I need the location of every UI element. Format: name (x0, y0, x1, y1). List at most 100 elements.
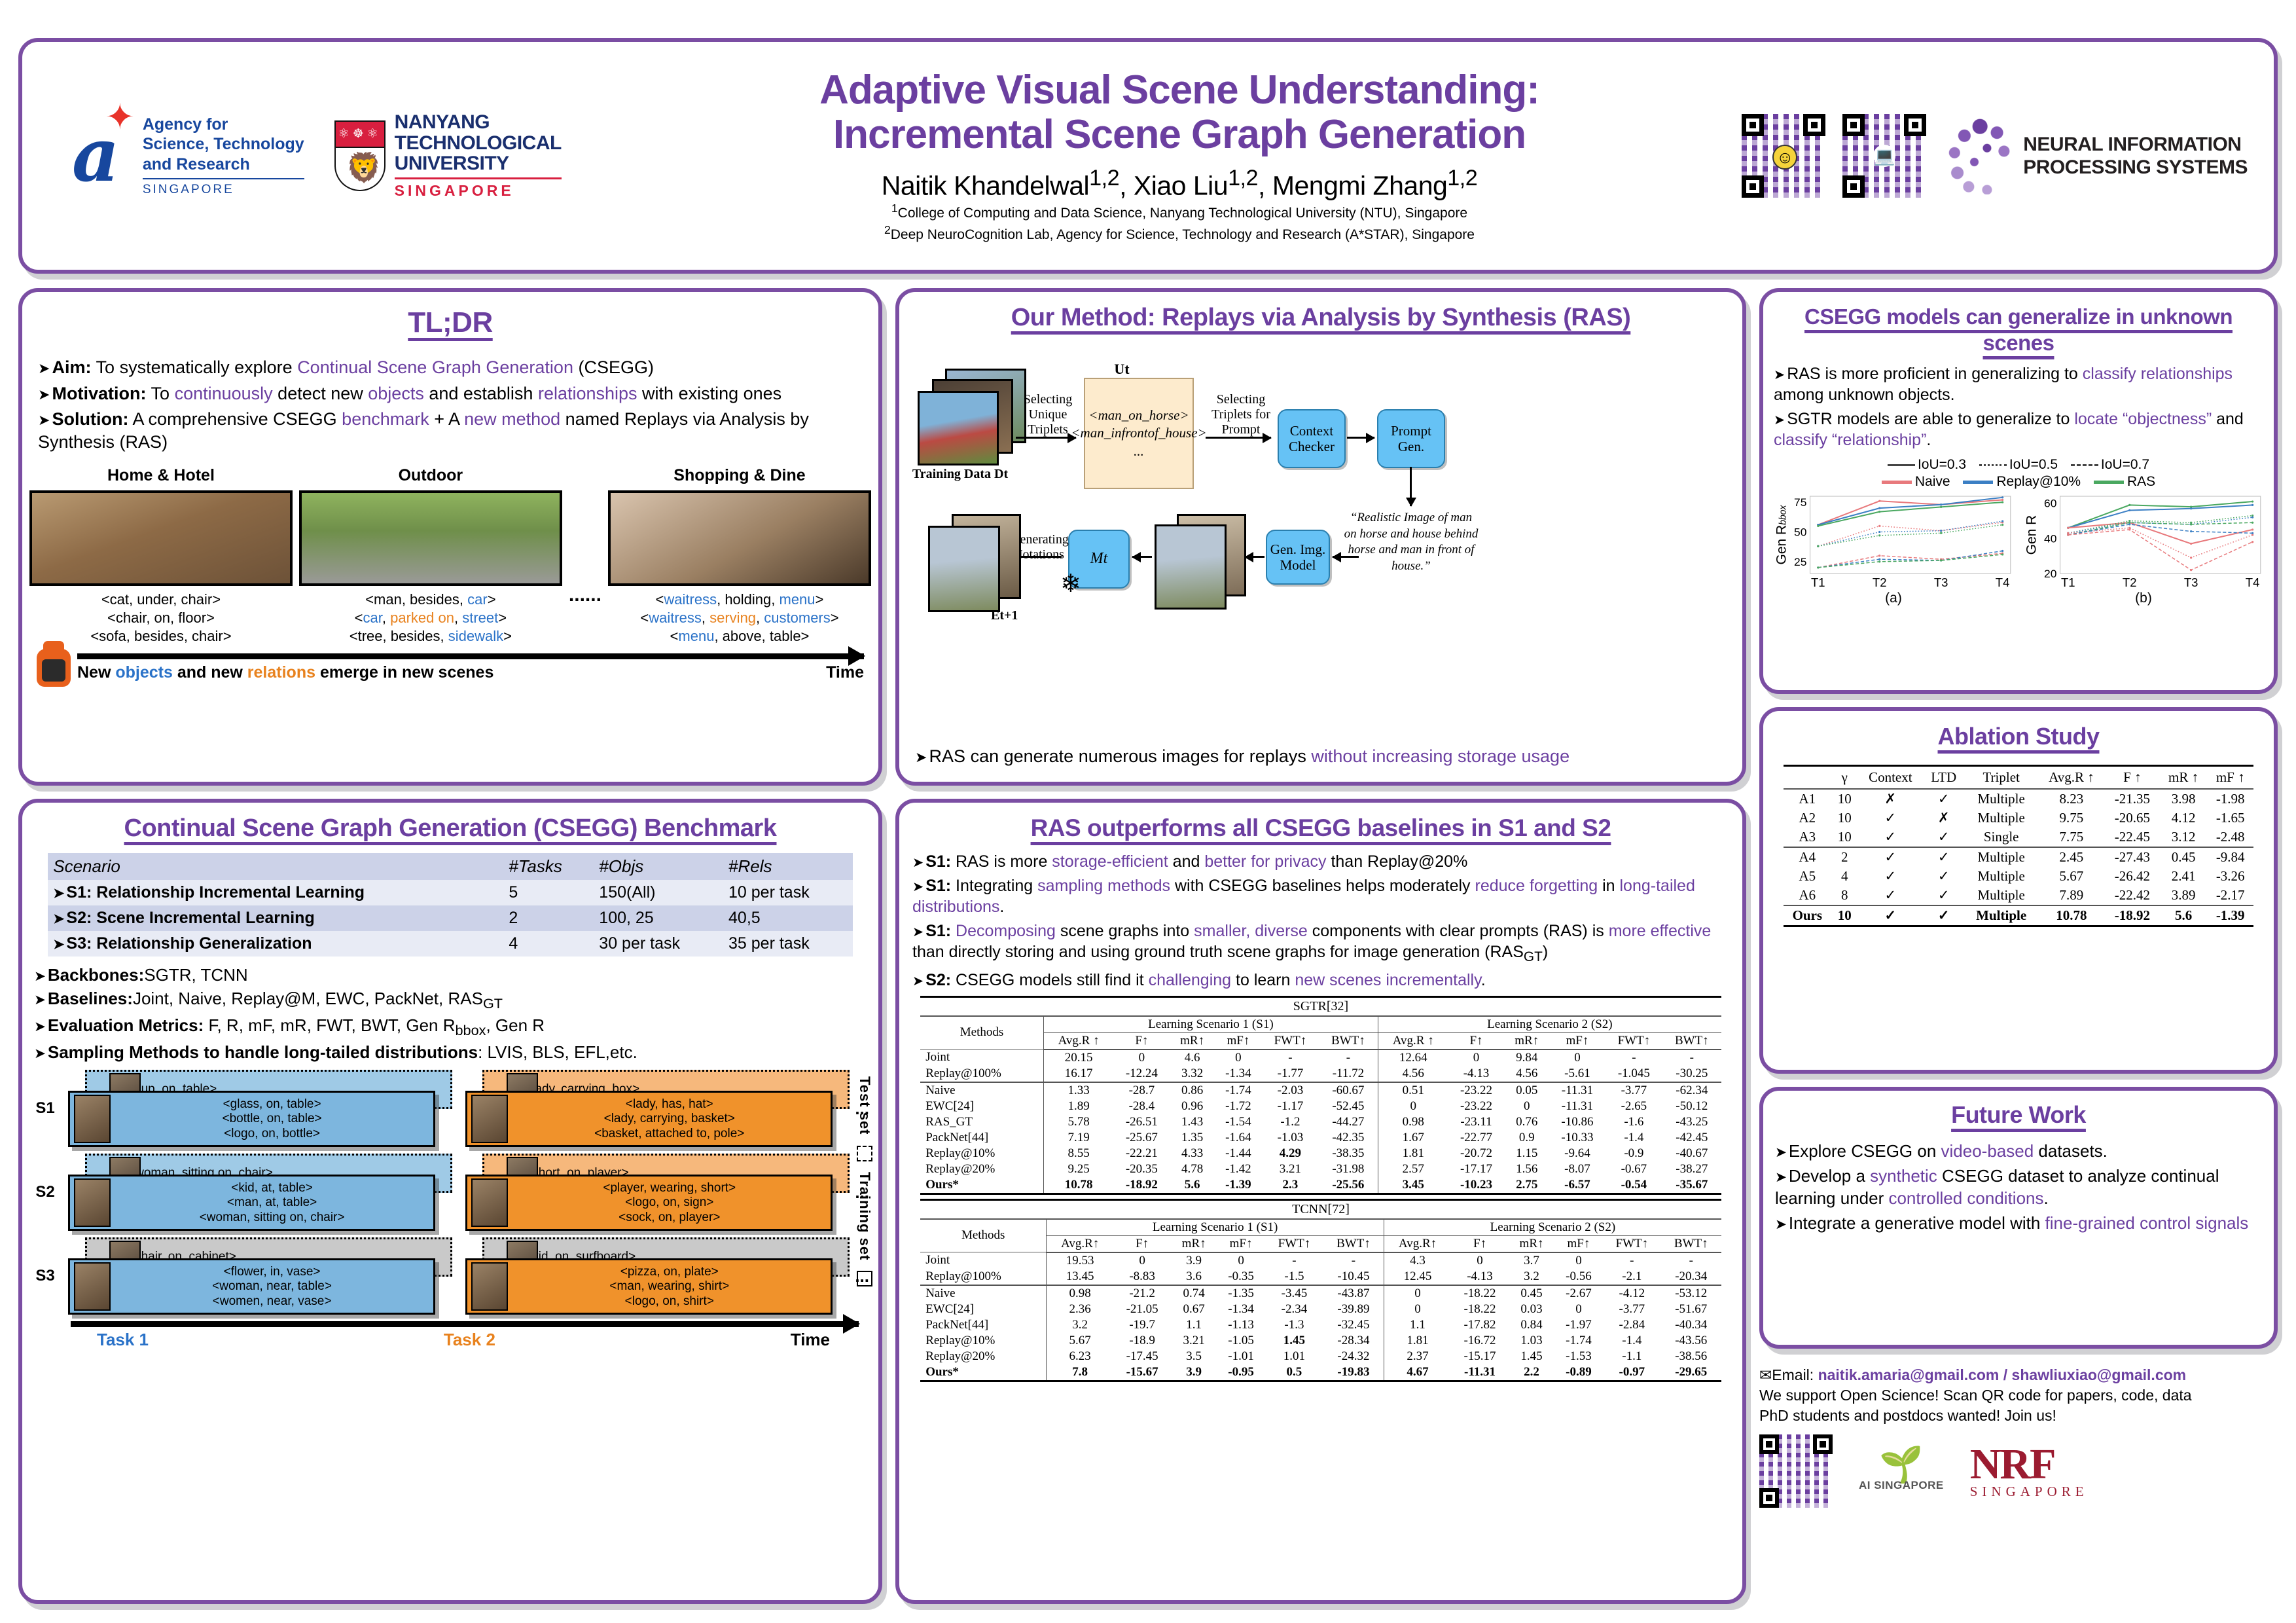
author-list: Naitik Khandelwal1,2, Xiao Liu1,2, Mengm… (881, 165, 1478, 201)
unique-triplets-box: <man_on_horse> <man_infrontof_house> ... (1071, 378, 1207, 489)
ntu-line3: UNIVERSITY (394, 153, 510, 175)
scene-0-triplet-0: <cat, under, chair> (101, 591, 221, 608)
s1-t1-l2: <logo, on, bottle> (224, 1126, 320, 1140)
generated-image-1 (1155, 524, 1227, 610)
ntu-line1: NANYANG (394, 111, 490, 133)
tldr-mot-t3: and establish (423, 383, 538, 403)
aisg-label: AI SINGAPORE (1859, 1479, 1944, 1492)
result-bullet-3: S2: CSEGG models still find it challengi… (912, 970, 1729, 991)
triplet-2: <man_infrontof_house> (1071, 425, 1207, 441)
fb1-h2: controlled conditions (1888, 1188, 2044, 1208)
nrf-sub-label: SINGAPORE (1969, 1483, 2089, 1499)
model-m-box: Mt (1068, 530, 1130, 589)
tldr-aim-t1: To systematically explore (91, 357, 298, 377)
snowflake-icon: ❄ (1060, 570, 1081, 598)
future-panel: Future Work Explore CSEGG on video-based… (1759, 1087, 2278, 1349)
tldr-aim-label: Aim: (52, 357, 92, 377)
scene-1-triplet-1: <car, parked on, street> (354, 609, 507, 626)
timeline-objects: objects (115, 663, 173, 682)
rb1-t3: in (1598, 877, 1620, 895)
ablation-panel: Ablation Study γ Context LTD Triplet Avg.R ↑… (1759, 707, 2278, 1074)
gb1-h2: classify “relationship” (1774, 431, 1927, 450)
fb1-t3: . (2043, 1188, 2049, 1208)
qr-code-github[interactable]: 💻 (1842, 114, 1927, 198)
tldr-aim-t2: (CSEGG) (573, 357, 654, 377)
training-image-1 (918, 391, 999, 465)
tldr-sol-label: Solution: (52, 409, 129, 429)
scene-0-triplet-2: <sofa, besides, chair> (90, 627, 232, 644)
benchmark-table: Scenario #Tasks #Objs #Rels S1: Relation… (48, 853, 853, 957)
scenario-label-s1: S1 (35, 1099, 55, 1118)
gb0-t1: RAS is more proficient in generalizing t… (1787, 365, 2083, 384)
bench-r0-rels: 10 per task (728, 883, 810, 902)
svg-text:T2: T2 (2123, 575, 2137, 589)
legend-naive: Naive (1914, 474, 1950, 490)
s2-t2-l1: <logo, on, sign> (625, 1195, 714, 1210)
aisg-tree-icon: 🌱 (1879, 1444, 1924, 1484)
bench-metrics-value: F, R, mF, mR, FWT, BWT, Gen Rbbox, Gen R (204, 1015, 545, 1039)
scene-0-triplet-1: <chair, on, floor> (107, 609, 215, 626)
scene-1-image (299, 490, 562, 587)
timeline-caption: New objects and new relations emerge in … (77, 663, 494, 682)
svg-text:T4: T4 (2246, 575, 2260, 589)
svg-text:75: 75 (1794, 496, 1806, 509)
s2-task2-card: <player, wearing, short> <logo, on, sign>… (465, 1175, 833, 1231)
chart-legend-iou: IoU=0.3 IoU=0.5 IoU=0.7 (1763, 457, 2274, 473)
neurips-logo: NEURAL INFORMATION PROCESSING SYSTEMS (1943, 117, 2248, 194)
footer-line-3: PhD students and postdocs wanted! Join u… (1759, 1406, 2056, 1424)
tldr-motivation: Motivation: To continuously detect new o… (38, 382, 863, 405)
fb2-t1: Integrate a generative model with (1788, 1213, 2045, 1233)
qr-code-paper[interactable]: ☺ (1742, 114, 1826, 198)
triplet-1: <man_on_horse> (1088, 407, 1189, 424)
ablation-title: Ablation Study (1937, 723, 2100, 750)
rb1-t2: with CSEGG baselines helps moderately (1170, 877, 1475, 895)
robot-icon (37, 641, 71, 687)
bench-backbones: Backbones:SGTR, TCNN (34, 964, 867, 986)
chart-a-caption: (a) (1885, 591, 1902, 606)
future-title: Future Work (1951, 1101, 2086, 1128)
svg-text:Gen R: Gen R (2023, 515, 2039, 555)
e-label: Et+1 (991, 608, 1018, 623)
method-flow-diagram: Training Data Dt Selecting Unique Triple… (899, 338, 1742, 731)
svg-text:T3: T3 (1934, 575, 1948, 589)
select-prompt-label: Selecting Triplets for Prompt (1211, 392, 1270, 437)
qr-code-footer[interactable] (1759, 1434, 1833, 1508)
s2-task1-card: <kid, at, table> <man, at, table> <woman, … (68, 1175, 436, 1231)
tldr-sol-t2: + A (429, 409, 465, 429)
s3-t2-l1: <man, wearing, shirt> (609, 1279, 730, 1294)
s1-task1: <cup, on, table> <glass, on, table> <bott… (68, 1070, 453, 1148)
chart-legend: IoU=0.3 IoU=0.5 IoU=0.7 Naive Replay@10%… (1763, 457, 2274, 490)
bench-r2-rels: 35 per task (728, 934, 810, 953)
footer-emails[interactable]: naitik.amaria@gmail.com / shawliuxiao@gm… (1818, 1366, 2187, 1383)
title-block: Adaptive Visual Scene Understanding: Inc… (687, 67, 1672, 244)
fb2-h1: fine-grained control signals (2045, 1213, 2249, 1233)
rb2-h1: Decomposing (956, 922, 1056, 940)
bench-r0-scenario: S1: Relationship Incremental Learning (48, 880, 503, 905)
result-bullet-2: S1: Decomposing scene graphs into smalle… (912, 921, 1729, 966)
rb3-t1: CSEGG models still find it (951, 970, 1149, 989)
footer-line-2: We support Open Science! Scan QR code fo… (1759, 1386, 2192, 1404)
header-right: ☺ 💻 NEURAL INFORMATION PROCESSING SYSTEM… (1672, 114, 2257, 198)
scene-2-image (608, 490, 871, 587)
chart-a: 25 50 75 T1 T2 T3 T4 Gen Rbbox (a) (1772, 492, 2015, 606)
rb2-h3: more effective (1608, 922, 1712, 940)
s1-task2-card: <lady, has, hat> <lady, carrying, basket>… (465, 1091, 833, 1148)
annotated-image-1 (928, 526, 1000, 612)
tldr-mot-h1: continuously (174, 383, 273, 403)
s3-task2: <kid, on, surfboard> <pizza, on, plate> <… (465, 1237, 850, 1315)
nrf-logo: NRF SINGAPORE (1969, 1443, 2089, 1499)
bench-baselines-label: Baselines: (47, 989, 133, 1009)
nrf-label: NRF (1969, 1440, 2056, 1489)
bench-sampling: Sampling Methods to handle long-tailed d… (34, 1042, 867, 1063)
rb3-t3: . (1480, 970, 1486, 989)
bench-r1-tasks: 2 (509, 909, 518, 927)
scene-shopping-dine: Shopping & Dine <waitress, holding, menu… (608, 466, 871, 645)
bench-r0-objs: 150(All) (599, 883, 656, 902)
star-icon: ✦ (105, 98, 135, 137)
rb2-t1 (951, 922, 956, 940)
s3-task2-card: <pizza, on, plate> <man, wearing, shirt> <… (465, 1258, 833, 1315)
timeline-relations: relations (247, 663, 315, 682)
tldr-mot-t4: with existing ones (637, 383, 782, 403)
rb3-h1: challenging (1148, 970, 1232, 989)
bench-baselines-value: Joint, Naive, Replay@M, EWC, PackNet, RA… (132, 989, 503, 1012)
